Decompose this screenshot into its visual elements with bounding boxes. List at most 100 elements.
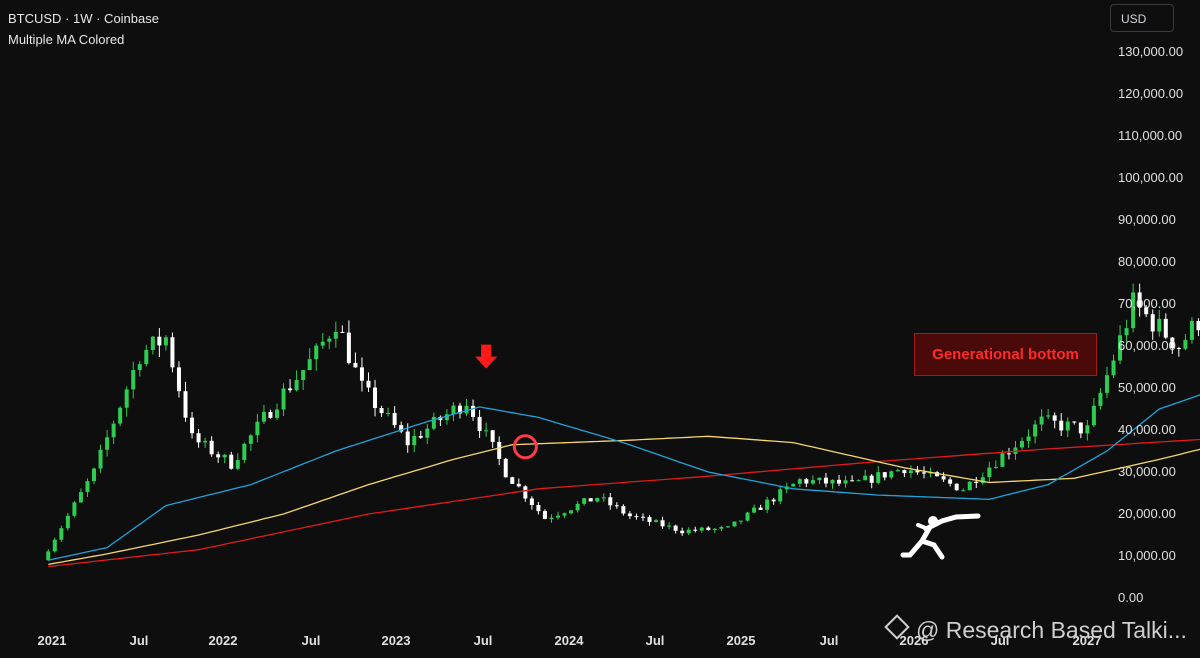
candle-body <box>778 489 783 502</box>
arrow-down-icon <box>475 344 498 369</box>
y-tick-label: 20,000.00 <box>1118 506 1176 521</box>
candle-body <box>1065 421 1070 431</box>
candle-body <box>471 405 476 417</box>
candle-body <box>1157 318 1162 332</box>
candle-body <box>1183 339 1188 349</box>
candle-body <box>78 492 83 503</box>
candle-body <box>758 507 763 510</box>
candle-body <box>444 414 449 421</box>
candle-body <box>706 527 711 531</box>
candle-body <box>98 449 103 469</box>
symbol-line: BTCUSD · 1W · Coinbase <box>8 11 159 26</box>
candle-body <box>457 405 462 414</box>
x-tick-label: Jul <box>819 633 839 648</box>
candle-body <box>124 389 129 408</box>
candle-body <box>131 370 136 390</box>
candle-body <box>765 499 770 510</box>
candle-body <box>987 467 992 478</box>
candle-body <box>425 428 430 438</box>
candle-body <box>732 521 737 527</box>
candle-body <box>281 388 286 410</box>
candle-body <box>137 364 142 371</box>
candle-body <box>216 454 221 458</box>
candle-body <box>1000 453 1005 467</box>
candle-body <box>1150 314 1155 332</box>
candle-body <box>255 421 260 436</box>
candle-body <box>856 480 861 482</box>
candlestick-series <box>46 283 1200 561</box>
candle-body <box>791 483 796 487</box>
candle-body <box>268 412 273 418</box>
candle-body <box>529 498 534 505</box>
y-tick-label: 30,000.00 <box>1118 464 1176 479</box>
candle-body <box>477 416 482 432</box>
y-tick-label: 80,000.00 <box>1118 254 1176 269</box>
candle-body <box>65 515 70 529</box>
candle-body <box>118 407 123 424</box>
y-tick-label: 120,000.00 <box>1118 86 1184 101</box>
candle-body <box>654 520 659 523</box>
candle-body <box>843 480 848 484</box>
x-tick-label: Jul <box>990 633 1010 648</box>
candle-body <box>248 435 253 444</box>
candle-body <box>1189 320 1194 340</box>
candle-body <box>817 477 822 481</box>
candle-body <box>869 475 874 483</box>
x-tick-label: 2025 <box>726 633 756 648</box>
candle-body <box>242 443 247 461</box>
candle-body <box>373 387 378 409</box>
candle-body <box>915 470 920 473</box>
y-tick-label: 0.00 <box>1118 590 1144 605</box>
y-tick-label: 130,000.00 <box>1118 44 1184 59</box>
fencer-logo-icon <box>900 513 981 560</box>
watermark: @ Research Based Talki... <box>884 614 1187 644</box>
candle-body <box>320 341 325 346</box>
candle-body <box>294 380 299 391</box>
candle-body <box>562 513 567 516</box>
candle-body <box>536 504 541 512</box>
currency-button[interactable]: USD <box>1110 4 1174 32</box>
candle-body <box>1170 337 1175 349</box>
candle-body <box>516 483 521 487</box>
circle-marker <box>512 434 538 460</box>
candle-body <box>954 483 959 491</box>
candle-body <box>837 479 842 484</box>
candle-body <box>588 498 593 502</box>
candle-body <box>601 497 606 499</box>
candle-body <box>229 454 234 469</box>
candle-body <box>209 440 214 455</box>
candle-body <box>105 437 110 450</box>
candle-body <box>359 367 364 381</box>
candle-body <box>333 331 338 339</box>
candle-body <box>144 350 149 365</box>
ma-mid-line <box>48 435 1200 566</box>
candle-body <box>503 458 508 478</box>
candle-body <box>673 525 678 531</box>
candle-body <box>510 477 515 484</box>
candle-body <box>497 442 502 459</box>
candle-body <box>327 338 332 342</box>
candle-body <box>261 412 266 422</box>
binance-logo-icon <box>884 614 910 640</box>
candle-body <box>176 367 181 392</box>
candle-body <box>399 425 404 432</box>
candle-body <box>797 479 802 484</box>
candle-body <box>739 520 744 522</box>
candle-body <box>908 470 913 474</box>
candle-body <box>405 431 410 446</box>
candle-body <box>366 380 371 388</box>
x-tick-label: 2022 <box>208 633 238 648</box>
candle-body <box>111 423 116 438</box>
y-tick-label: 100,000.00 <box>1118 170 1184 185</box>
candle-body <box>92 468 97 482</box>
candle-body <box>1039 416 1044 425</box>
candle-body <box>640 516 645 518</box>
candle-body <box>882 472 887 478</box>
candle-body <box>980 477 985 484</box>
candle-body <box>1144 307 1149 315</box>
annotation-markers <box>475 344 538 460</box>
candle-body <box>170 337 175 368</box>
candle-body <box>804 479 809 484</box>
candle-body <box>595 497 600 502</box>
candle-body <box>392 412 397 426</box>
